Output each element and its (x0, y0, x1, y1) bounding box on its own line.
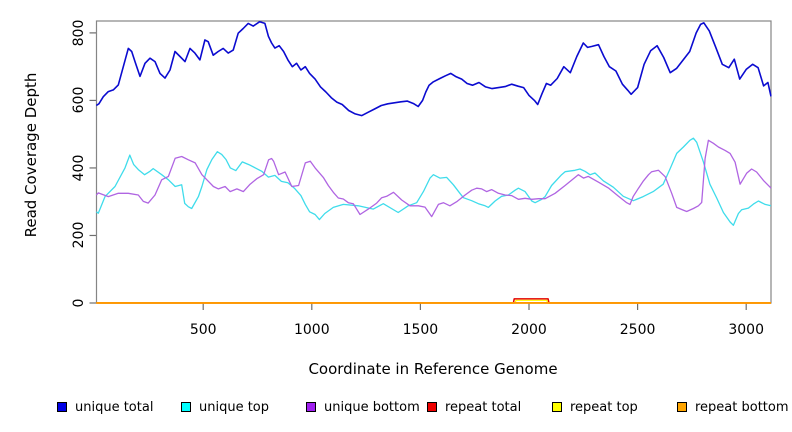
legend-label: unique bottom (324, 399, 420, 415)
legend-label: repeat bottom (695, 399, 789, 415)
legend-swatch-repeat-bottom (677, 402, 687, 412)
x-tick-label: 500 (189, 322, 217, 338)
y-tick-label: 200 (71, 222, 87, 249)
y-tick-label: 800 (71, 19, 87, 47)
legend-swatch-unique-total (57, 402, 67, 412)
series-line-unique-total (96, 20, 772, 117)
series-line-unique-bottom (96, 139, 772, 218)
y-tick-label: 400 (71, 154, 87, 182)
legend-item-unique-top: unique top (181, 399, 270, 415)
x-tick-label: 2500 (619, 322, 656, 338)
x-axis-title: Coordinate in Reference Genome (308, 360, 558, 378)
x-tick-label: 2000 (511, 322, 547, 338)
legend-item-repeat-top: repeat top (552, 399, 638, 415)
series-line-unique-top (96, 137, 772, 226)
legend-swatch-unique-bottom (306, 402, 316, 412)
x-tick-label: 1000 (293, 322, 330, 338)
legend-swatch-repeat-top (552, 402, 562, 412)
x-tick-label: 1500 (402, 322, 439, 338)
legend-item-repeat-bottom: repeat bottom (677, 399, 789, 415)
x-tick-label: 3000 (728, 322, 765, 338)
y-tick-label: 600 (71, 87, 87, 114)
legend-item-unique-total: unique total (57, 399, 154, 415)
y-axis-title: Read Coverage Depth (22, 72, 40, 238)
series-group (96, 20, 772, 304)
legend-label: repeat top (570, 399, 638, 415)
plot-border (95, 20, 772, 304)
legend-label: unique top (199, 399, 270, 415)
y-tick-label: 0 (71, 298, 87, 308)
legend-item-repeat-total: repeat total (427, 399, 522, 415)
legend-label: unique total (75, 399, 154, 415)
legend-item-unique-bottom: unique bottom (306, 399, 420, 415)
legend-swatch-unique-top (181, 402, 191, 412)
legend-swatch-repeat-total (427, 402, 437, 412)
legend-label: repeat total (445, 399, 522, 415)
